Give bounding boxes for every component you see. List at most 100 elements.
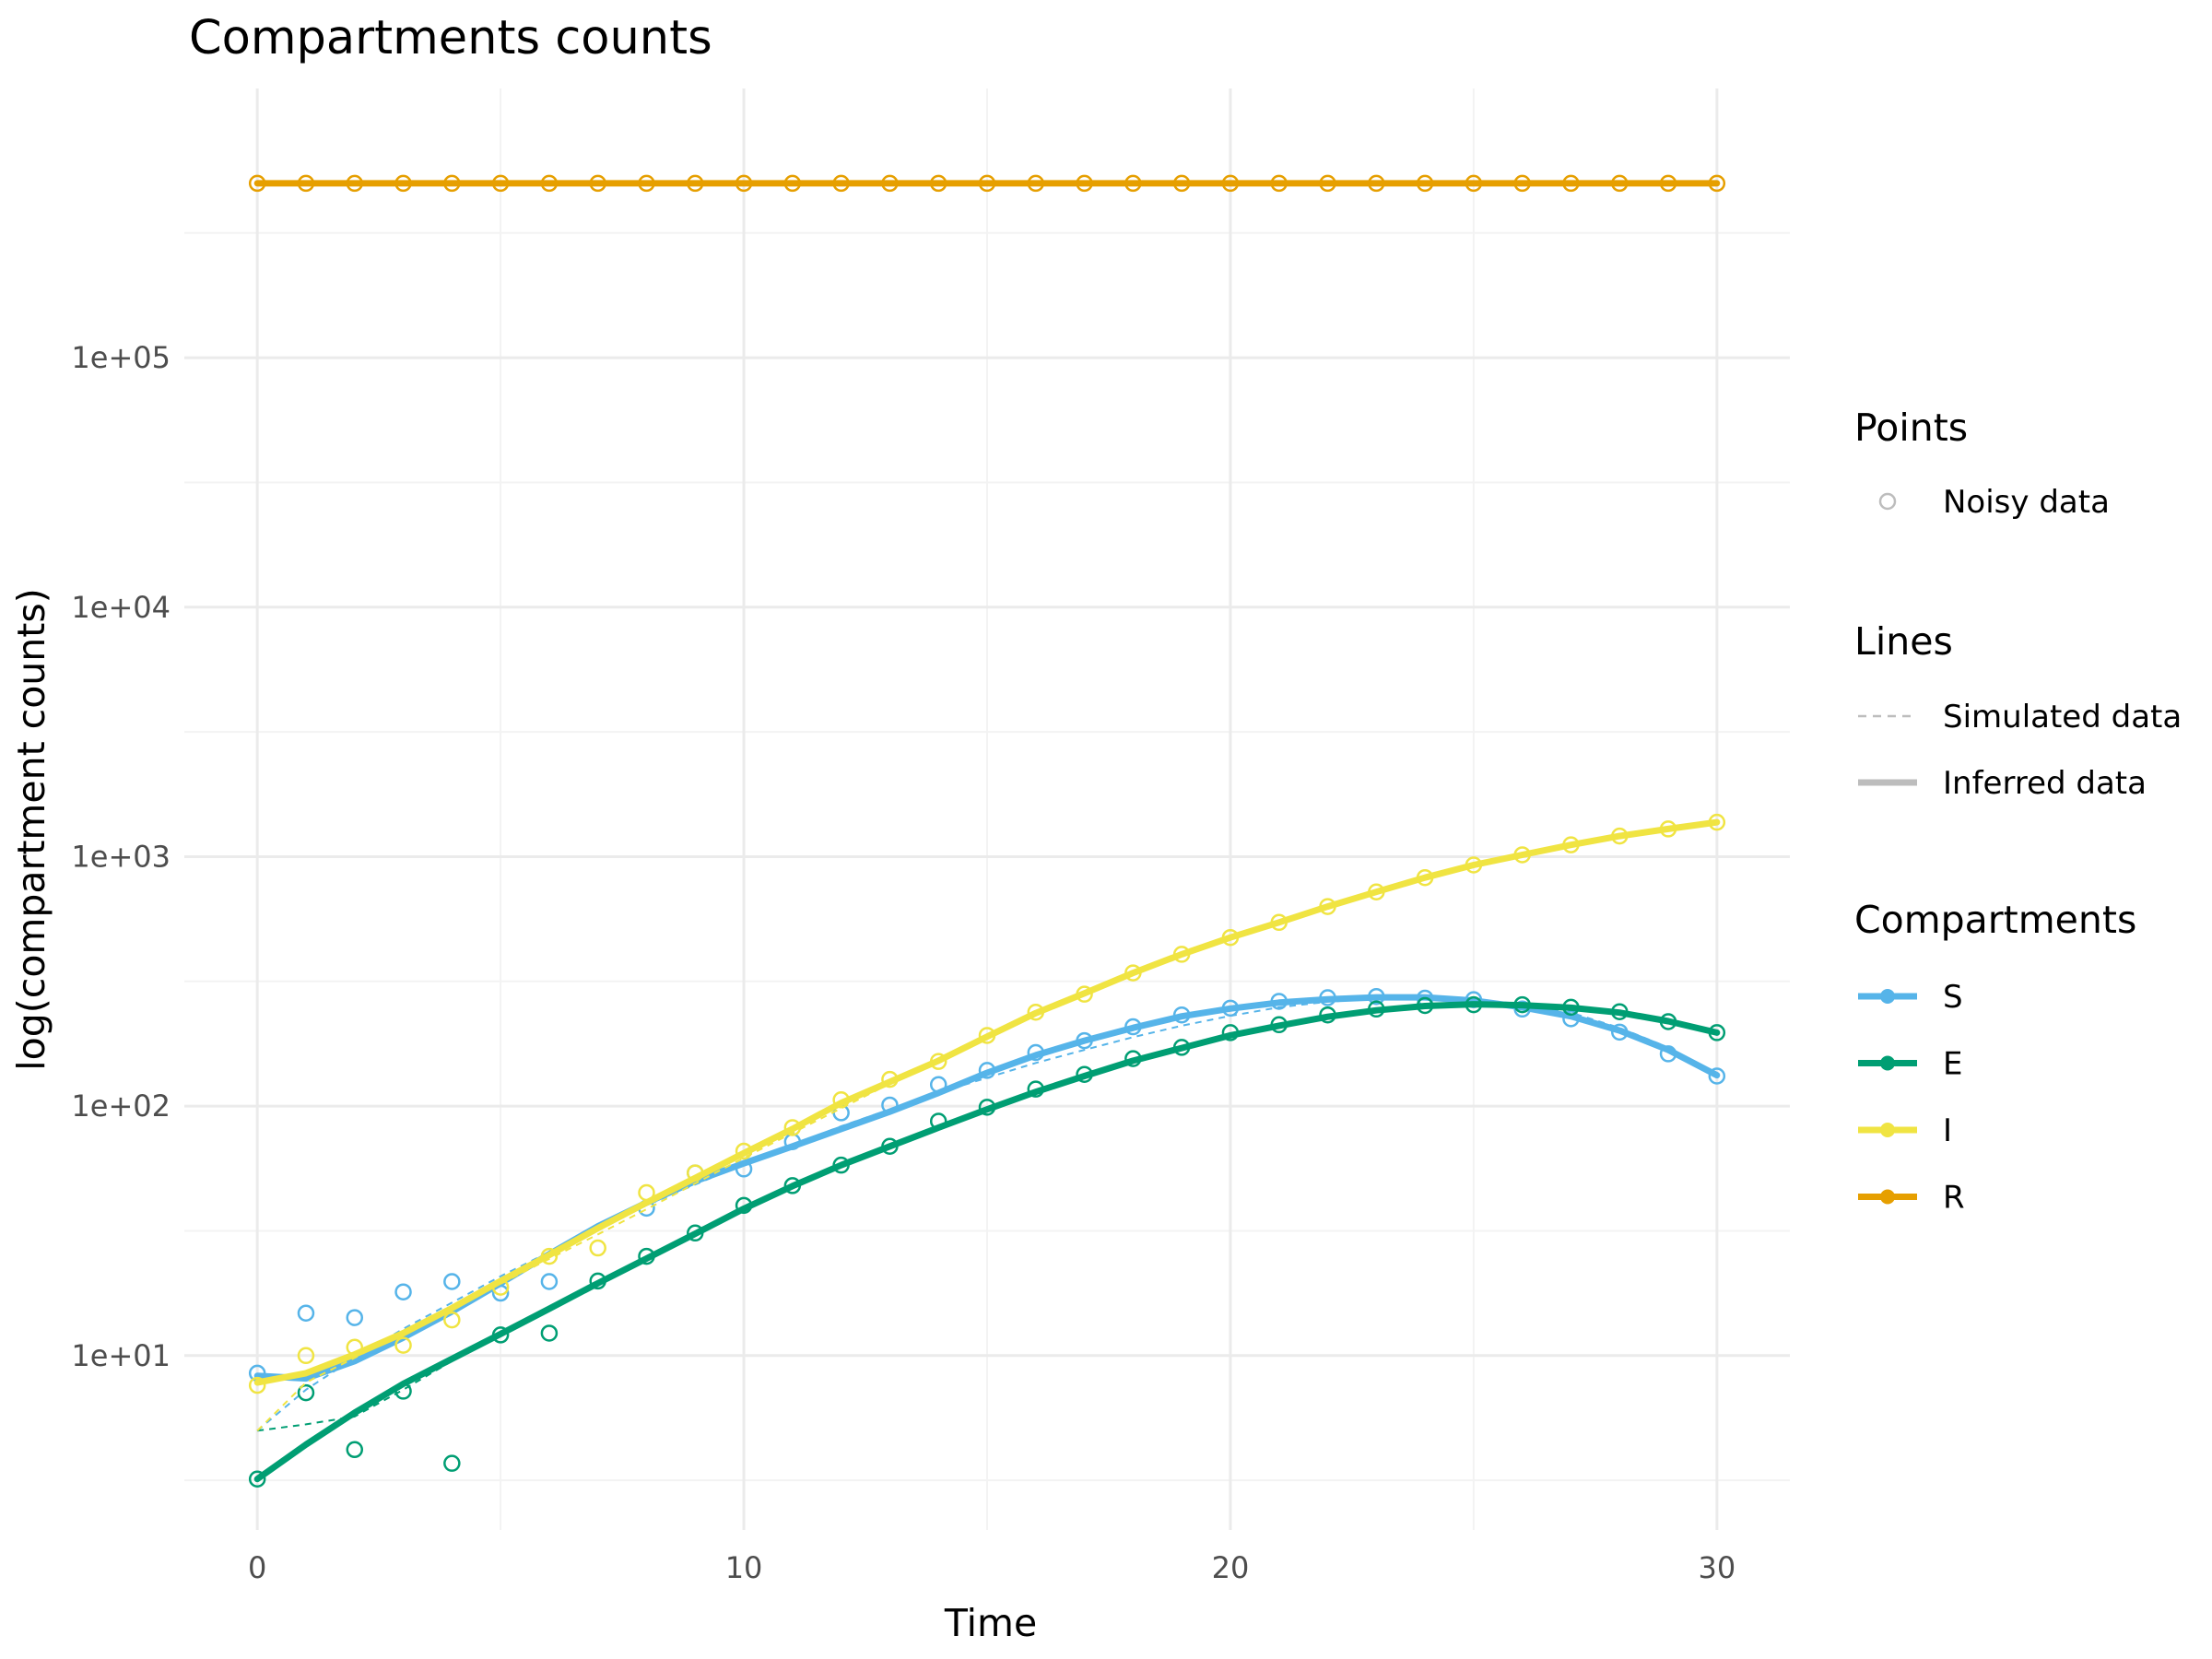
noisy-point-r (832, 174, 850, 193)
noisy-point-i (1659, 820, 1677, 838)
noisy-point-s (297, 1304, 315, 1322)
noisy-point-s (1610, 1023, 1629, 1041)
series-i (248, 813, 1726, 1432)
legend-title-lines: Lines (1854, 619, 1953, 664)
legend-key-dot-e (1880, 1055, 1895, 1071)
noisy-point-i (1513, 846, 1531, 864)
noisy-point-e (1513, 995, 1531, 1014)
legend-title-compartments: Compartments (1854, 898, 2136, 942)
noisy-point-r (783, 174, 802, 193)
noisy-point-r (978, 174, 996, 193)
x-tick-label: 0 (248, 1550, 266, 1585)
noisy-point-i (491, 1278, 510, 1296)
noisy-point-s (443, 1273, 461, 1290)
x-tick-label: 10 (725, 1550, 763, 1585)
legend: Points Noisy data Lines Simulated data I… (1854, 406, 2182, 1217)
noisy-point-e (638, 1247, 655, 1265)
inferred-line-i (253, 818, 1721, 1386)
noisy-point-e (687, 1224, 704, 1242)
noisy-point-e (1368, 1000, 1385, 1018)
noisy-point-i (1708, 813, 1726, 831)
noisy-point-i (1416, 868, 1434, 887)
noisy-point-s (1172, 1006, 1191, 1024)
noisy-point-e (491, 1326, 510, 1344)
noisy-point-r (735, 174, 753, 193)
noisy-point-i (929, 1053, 947, 1070)
noisy-point-i (248, 1376, 266, 1394)
noisy-point-r (1659, 174, 1677, 193)
noisy-point-s (346, 1309, 364, 1326)
noisy-point-e (783, 1177, 802, 1194)
noisy-point-r (1076, 174, 1093, 193)
noisy-point-s (1076, 1031, 1093, 1050)
noisy-point-r (589, 174, 606, 193)
noisy-point-i (297, 1347, 315, 1365)
y-tick-label: 1e+01 (71, 1338, 171, 1373)
noisy-point-i (978, 1027, 996, 1044)
noisy-point-r (346, 174, 364, 193)
legend-label-inferred-data: Inferred data (1943, 765, 2147, 802)
noisy-point-r (1368, 174, 1385, 193)
legend-key-noisy-data (1878, 492, 1897, 511)
noisy-point-e (248, 1470, 266, 1488)
noisy-point-s (978, 1062, 996, 1079)
noisy-point-e (1076, 1065, 1093, 1083)
noisy-point-r (687, 174, 704, 193)
noisy-point-e (929, 1112, 947, 1130)
legend-label-r: R (1943, 1180, 1965, 1217)
noisy-point-r (1416, 174, 1434, 193)
noisy-point-s (1562, 1010, 1580, 1028)
noisy-point-i (443, 1311, 461, 1329)
y-tick-label: 1e+03 (71, 839, 171, 874)
legend-label-s: S (1943, 979, 1963, 1016)
noisy-point-i (1610, 827, 1629, 845)
noisy-point-r (491, 174, 510, 193)
legend-label-e: E (1943, 1046, 1962, 1083)
noisy-point-e (1708, 1024, 1726, 1041)
series-layer (248, 174, 1726, 1488)
noisy-point-e (1610, 1003, 1629, 1020)
noisy-point-r (443, 174, 461, 193)
noisy-point-i (1368, 883, 1385, 900)
noisy-point-s (1027, 1043, 1045, 1062)
noisy-point-e (1416, 996, 1434, 1015)
legend-label-noisy-data: Noisy data (1943, 484, 2110, 521)
noisy-point-e (832, 1156, 850, 1174)
noisy-point-e (1659, 1013, 1677, 1030)
noisy-point-r (1172, 174, 1191, 193)
noisy-point-s (1221, 999, 1240, 1018)
noisy-point-e (881, 1137, 899, 1156)
noisy-point-e (540, 1324, 559, 1342)
noisy-point-s (735, 1160, 753, 1178)
y-tick-label: 1e+04 (71, 590, 171, 625)
noisy-point-s (1659, 1045, 1677, 1063)
noisy-point-r (1513, 174, 1531, 193)
noisy-point-s (491, 1284, 510, 1302)
noisy-point-i (1027, 1003, 1045, 1021)
noisy-point-i (540, 1247, 559, 1265)
noisy-point-i (1124, 964, 1142, 982)
noisy-point-i (881, 1070, 899, 1088)
noisy-point-r (540, 174, 559, 193)
legend-key-dot-r (1880, 1189, 1895, 1205)
noisy-point-i (1270, 913, 1288, 932)
noisy-point-i (589, 1239, 606, 1257)
y-tick-label: 1e+05 (71, 340, 171, 375)
y-axis-ticks: 1e+01 1e+02 1e+03 1e+04 1e+05 (71, 340, 171, 1373)
noisy-point-r (1610, 174, 1629, 193)
noisy-point-i (346, 1338, 364, 1357)
noisy-point-e (1465, 995, 1483, 1014)
noisy-point-r (1708, 174, 1726, 193)
noisy-point-s (1708, 1067, 1726, 1085)
noisy-point-r (248, 174, 266, 193)
noisy-point-s (1270, 993, 1288, 1010)
noisy-point-e (1270, 1016, 1288, 1034)
y-tick-label: 1e+02 (71, 1088, 171, 1124)
noisy-point-e (346, 1441, 364, 1459)
y-axis-title: log(compartment counts) (9, 588, 53, 1070)
x-axis-ticks: 0 10 20 30 (248, 1550, 1735, 1585)
legend-label-simulated-data: Simulated data (1943, 699, 2182, 735)
x-axis-title: Time (944, 1601, 1037, 1645)
noisy-point-i (394, 1336, 412, 1354)
